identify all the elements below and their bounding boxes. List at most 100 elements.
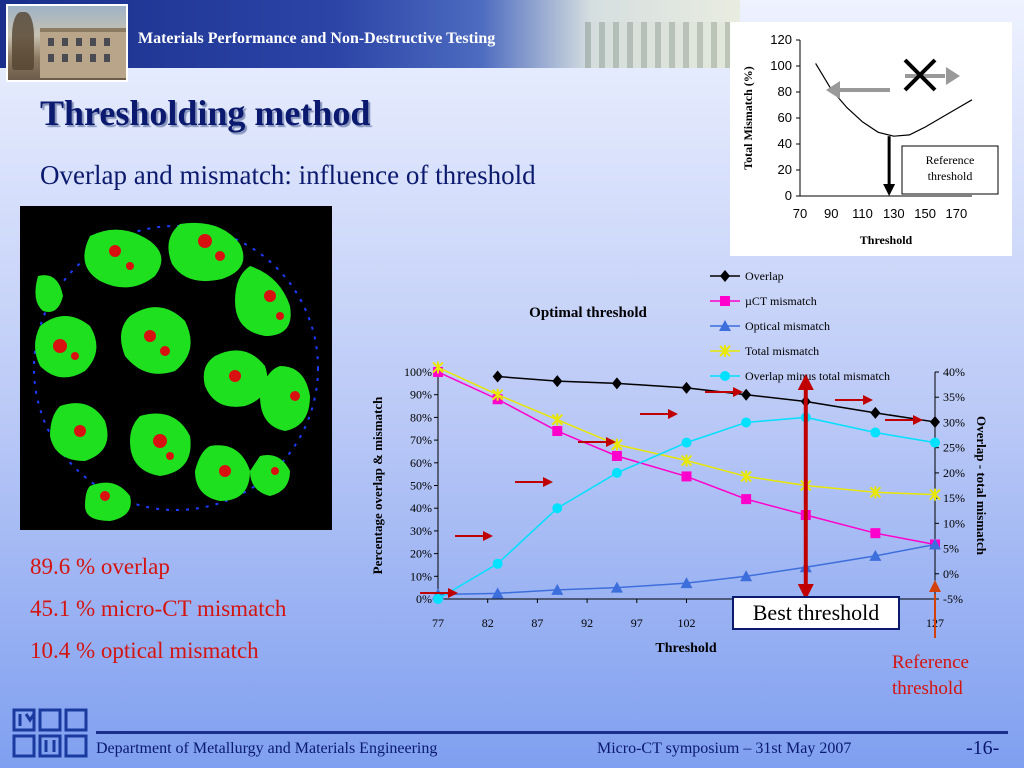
main-y-tick-label: 100%	[404, 365, 432, 379]
main-y2-tick-label: 25%	[943, 441, 965, 455]
data-point	[681, 471, 692, 482]
data-point	[720, 270, 730, 282]
data-point	[740, 570, 753, 582]
main-y2-tick-label: 15%	[943, 491, 965, 505]
department-logo	[10, 704, 92, 762]
footer-event: Micro-CT symposium – 31st May 2007	[597, 740, 852, 757]
data-point	[870, 528, 881, 539]
inset-x-axis-label: Threshold	[860, 233, 913, 247]
data-point	[929, 488, 941, 501]
red-arrow-head	[913, 415, 923, 425]
footer-department: Department of Metallurgy and Materials E…	[96, 740, 438, 757]
main-y-tick-label: 30%	[410, 524, 432, 538]
inset-y-tick-label: 120	[770, 32, 792, 47]
legend-label: µCT mismatch	[745, 294, 817, 308]
data-point	[681, 437, 692, 448]
data-point	[740, 470, 752, 483]
main-y2-tick-label: 40%	[943, 365, 965, 379]
data-point	[611, 377, 622, 390]
inset-right-arrowhead	[946, 67, 960, 85]
main-y2-tick-label: 0%	[943, 567, 959, 581]
data-point	[552, 375, 563, 388]
legend-label: Overlap	[745, 269, 784, 283]
reference-threshold-line1: Reference	[892, 652, 969, 673]
inset-y-tick-label: 100	[770, 58, 792, 73]
stat-micro-ct-mismatch: 45.1 % micro-CT mismatch	[30, 596, 287, 621]
footer-divider	[96, 731, 1008, 734]
main-y-tick-label: 60%	[410, 456, 432, 470]
page-number: -16-	[966, 737, 1000, 759]
main-y-tick-label: 20%	[410, 547, 432, 561]
main-y-tick-label: 0%	[416, 592, 432, 606]
header-decoration	[585, 22, 735, 68]
main-y-axis-label: Percentage overlap & mismatch	[370, 396, 385, 575]
data-point	[491, 587, 504, 599]
micro-ct-overlay-svg	[33, 222, 319, 521]
legend-label: Total mismatch	[745, 344, 819, 358]
legend-label: Optical mismatch	[745, 319, 830, 333]
data-point	[870, 427, 881, 438]
red-arrow-head	[483, 531, 493, 541]
main-y2-axis-label: Overlap - total mismatch	[974, 416, 989, 556]
data-point	[930, 415, 940, 428]
best-threshold-arrowhead-top	[797, 374, 814, 390]
data-point	[741, 494, 752, 505]
data-point	[681, 381, 692, 394]
best-threshold-arrowhead-bottom	[797, 584, 814, 600]
main-x-tick-label: 97	[631, 616, 643, 630]
data-point	[611, 438, 623, 451]
series-2	[432, 538, 941, 600]
best-threshold-label: Best threshold	[732, 596, 900, 630]
main-x-tick-label: 102	[678, 616, 696, 630]
inset-y-tick-label: 80	[778, 84, 792, 99]
data-point	[929, 538, 941, 550]
data-point	[552, 503, 563, 514]
reference-threshold-note: Reference threshold	[892, 650, 969, 702]
reference-threshold-arrowhead	[929, 580, 941, 592]
inset-reference-arrowhead	[883, 184, 896, 196]
main-y-tick-label: 10%	[410, 569, 432, 583]
slide-title: Thresholding method	[40, 93, 371, 133]
building-photo	[6, 4, 128, 82]
red-arrow-head	[863, 395, 873, 405]
inset-y-tick-label: 60	[778, 110, 792, 125]
main-y2-tick-label: 20%	[943, 466, 965, 480]
reference-threshold-line2: threshold	[892, 678, 963, 699]
red-arrow-head	[448, 588, 458, 598]
data-point	[552, 426, 563, 437]
inset-reference-label-1: Reference	[926, 153, 975, 167]
main-chart-svg: Optimal threshold 0% 10% 20% 30% 40% 50% 60% 70%…	[370, 269, 989, 656]
data-point	[930, 437, 940, 448]
data-point	[680, 454, 693, 467]
inset-left-arrowhead	[826, 81, 840, 99]
inset-mismatch-curve	[815, 63, 973, 137]
inset-x-tick-label: 110	[852, 206, 873, 221]
data-point	[492, 558, 503, 569]
red-arrow-head	[606, 437, 616, 447]
data-point	[869, 486, 882, 499]
stat-overlap: 89.6 % overlap	[30, 554, 170, 579]
inset-cross-icon	[903, 58, 937, 92]
main-y-tick-label: 70%	[410, 433, 432, 447]
inset-x-tick-label: 70	[793, 206, 807, 221]
data-point	[680, 577, 693, 589]
inset-x-tick-label: 130	[883, 206, 905, 221]
series-4	[433, 412, 940, 604]
slide-subtitle: Overlap and mismatch: influence of thres…	[40, 160, 536, 190]
data-point	[433, 594, 443, 604]
main-y2-tick-label: 10%	[943, 516, 965, 530]
micro-ct-image	[20, 206, 332, 530]
data-point	[432, 361, 444, 374]
main-x-tick-label: 77	[432, 616, 444, 630]
main-y-tick-label: 40%	[410, 501, 432, 515]
inset-y-tick-label: 40	[778, 136, 792, 151]
main-y-tick-label: 80%	[410, 410, 432, 424]
stat-optical-mismatch: 10.4 % optical mismatch	[30, 638, 259, 663]
main-x-tick-label: 92	[581, 616, 593, 630]
main-y2-tick-label: 5%	[943, 542, 959, 556]
data-point	[870, 406, 881, 419]
stats-list: 89.6 % overlap 45.1 % micro-CT mismatch …	[30, 546, 286, 672]
data-point	[551, 413, 563, 426]
main-y-tick-label: 50%	[410, 479, 432, 493]
data-point	[719, 320, 731, 331]
